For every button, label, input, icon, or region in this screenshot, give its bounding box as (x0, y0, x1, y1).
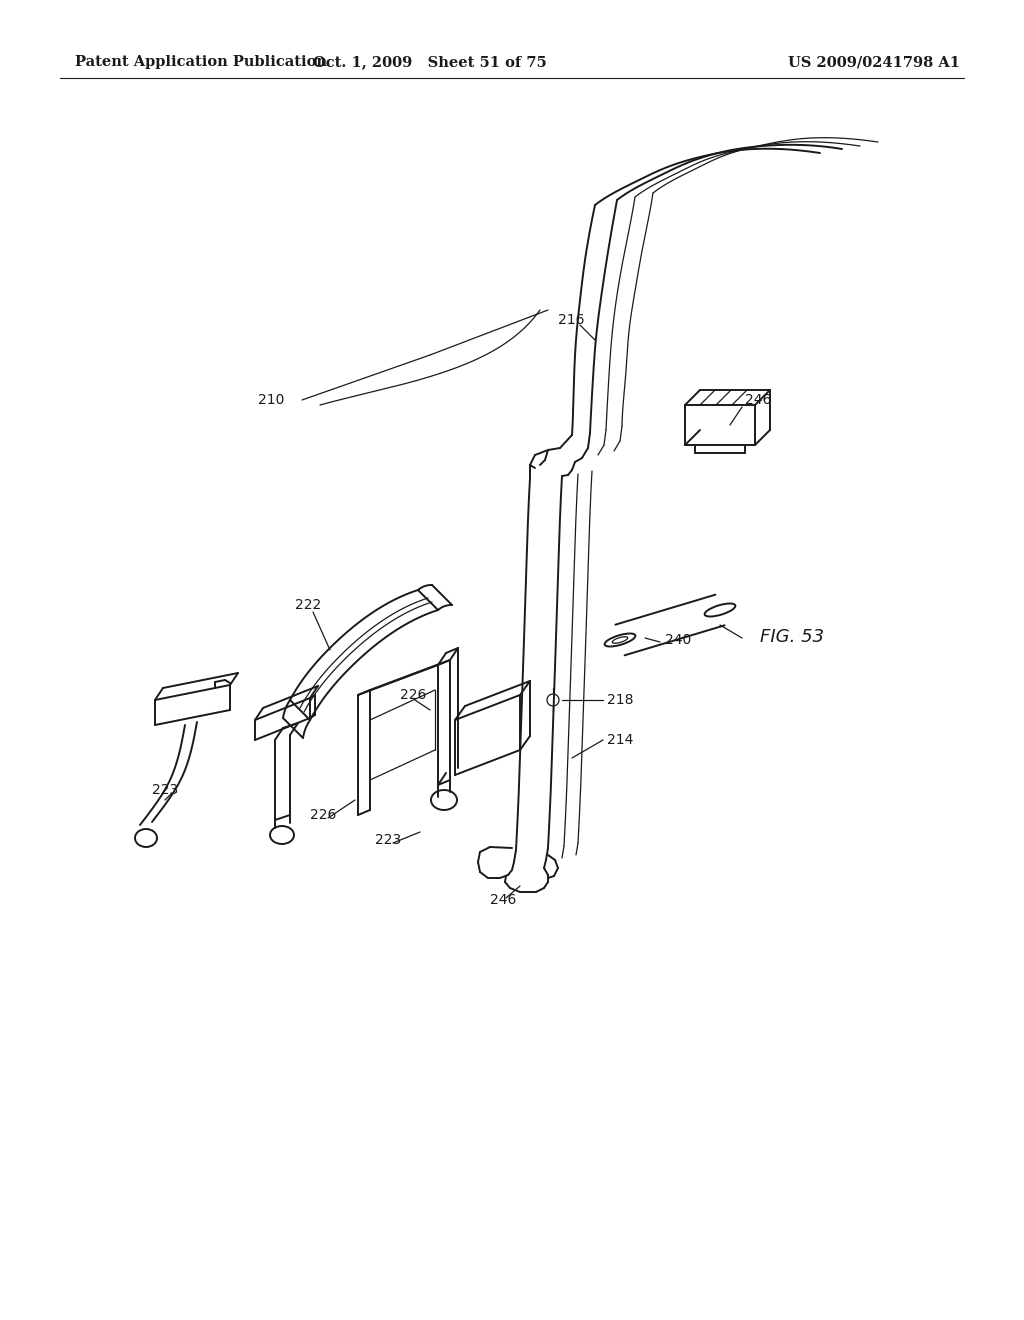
Text: US 2009/0241798 A1: US 2009/0241798 A1 (788, 55, 961, 69)
Text: 240: 240 (665, 634, 691, 647)
Text: Oct. 1, 2009   Sheet 51 of 75: Oct. 1, 2009 Sheet 51 of 75 (313, 55, 547, 69)
Text: 246: 246 (490, 894, 516, 907)
Text: 216: 216 (558, 313, 585, 327)
Text: 218: 218 (607, 693, 634, 708)
Text: 226: 226 (310, 808, 336, 822)
Text: Patent Application Publication: Patent Application Publication (75, 55, 327, 69)
Text: 226: 226 (400, 688, 426, 702)
Text: 246: 246 (745, 393, 771, 407)
Text: 222: 222 (295, 598, 322, 612)
Text: 210: 210 (258, 393, 285, 407)
Text: 223: 223 (375, 833, 401, 847)
Text: 214: 214 (607, 733, 634, 747)
Text: FIG. 53: FIG. 53 (760, 628, 824, 645)
Text: 223: 223 (152, 783, 178, 797)
